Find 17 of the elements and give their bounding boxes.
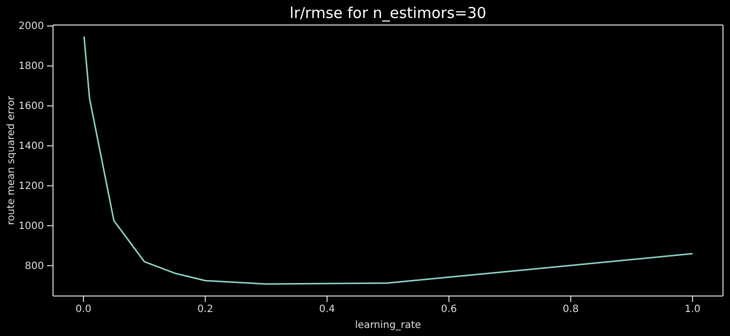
chart-title: lr/rmse for n_estimors=30 [290, 4, 486, 22]
x-tick-label: 0.6 [440, 304, 457, 316]
y-tick-label: 1800 [18, 61, 44, 72]
y-tick-label: 1400 [18, 141, 44, 152]
x-tick-label: 0.4 [319, 304, 336, 316]
x-axis-title: learning_rate [354, 320, 422, 331]
line-series [83, 36, 694, 285]
x-tick-label: 0.8 [562, 304, 579, 316]
x-tick-label: 0.2 [197, 304, 214, 316]
y-tick-label: 1000 [18, 220, 44, 232]
y-tick-label: 1600 [18, 101, 44, 112]
x-tick-label: 0.0 [76, 304, 92, 316]
x-tick-label: 1.0 [684, 304, 700, 316]
y-axis-title: route mean squared error [6, 95, 17, 225]
y-tick-label: 800 [24, 260, 44, 272]
y-tick-label: 2000 [18, 21, 44, 32]
y-tick-label: 1200 [18, 180, 44, 192]
